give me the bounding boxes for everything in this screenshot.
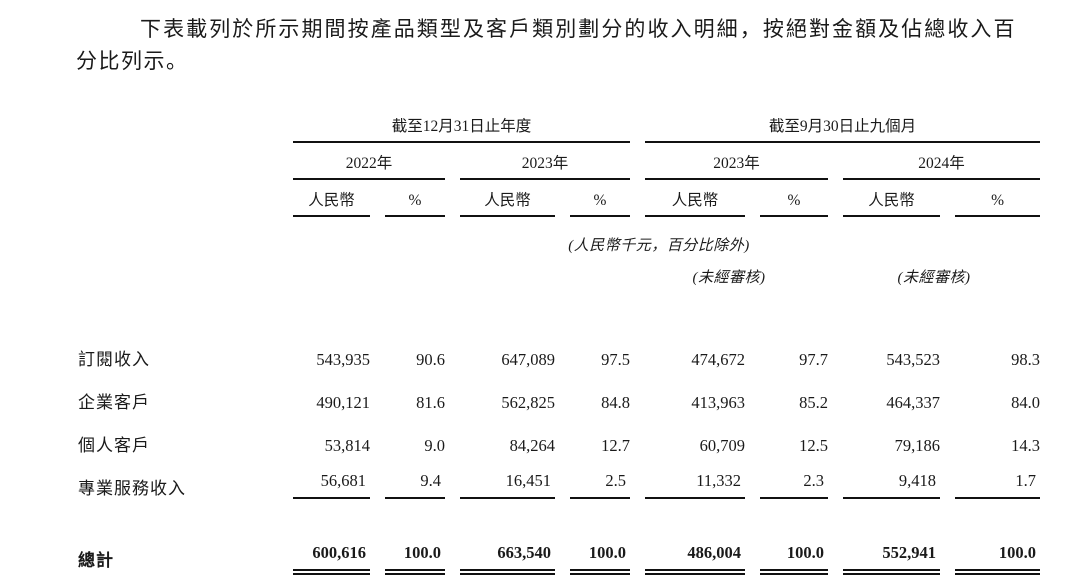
empty-cell xyxy=(78,217,278,255)
row-label: 企業客戶 xyxy=(78,393,150,412)
unaudited-note-row: (未經審核) (未經審核) xyxy=(78,255,1040,287)
row-label: 個人客戶 xyxy=(78,436,150,455)
table-cell: 16,451 xyxy=(445,456,555,499)
table-row-professional-services-revenue: 專業服務收入 56,681 9.4 16,451 2.5 11,332 2.3 … xyxy=(78,456,1041,499)
total-cell: 100.0 xyxy=(745,531,829,575)
period-group-9m-label: 截至9月30日止九個月 xyxy=(645,114,1041,143)
table-cell: 647,089 xyxy=(501,350,555,369)
total-cell: 552,941 xyxy=(828,531,941,575)
total-label: 總計 xyxy=(78,551,114,570)
table-row-enterprise-customers: 企業客戶 490,121 81.6 562,825 84.8 413,963 8… xyxy=(78,370,1040,413)
table-cell: 84,264 xyxy=(509,436,555,455)
col-header-rmb-4: 人民幣 xyxy=(828,180,941,217)
table-cell: 490,121 xyxy=(316,393,370,412)
total-cell: 663,540 xyxy=(445,531,555,575)
total-cell: 100.0 xyxy=(555,531,631,575)
table-cell: 474,672 xyxy=(691,350,746,369)
total-cell: 600,616 xyxy=(278,531,370,575)
table-cell: 84.0 xyxy=(1011,393,1041,412)
col-header-rmb-3: 人民幣 xyxy=(630,180,746,217)
table-cell: 11,332 xyxy=(630,456,746,499)
row-label: 訂閱收入 xyxy=(78,350,150,369)
col-header-rmb-2: 人民幣 xyxy=(445,180,555,217)
table-cell: 543,935 xyxy=(316,350,370,369)
col-header-pct-1: % xyxy=(370,180,445,217)
table-cell: 543,523 xyxy=(886,350,941,369)
year-9m-2023: 2023年 xyxy=(630,143,829,180)
table-cell: 9.0 xyxy=(424,436,445,455)
col-header-rmb-1: 人民幣 xyxy=(278,180,370,217)
unit-note: (人民幣千元，百分比除外) xyxy=(568,238,750,254)
table-cell: 12.7 xyxy=(601,436,631,455)
table-cell: 2.5 xyxy=(555,456,631,499)
intro-paragraph: 下表載列於所示期間按產品類型及客戶類別劃分的收入明細，按絕對金額及佔總收入百分比… xyxy=(76,17,1016,73)
table-row-total: 總計 600,616 100.0 663,540 100.0 486,004 1… xyxy=(78,531,1041,575)
empty-cell xyxy=(78,255,278,287)
empty-cell xyxy=(278,255,630,287)
table-cell: 9,418 xyxy=(828,456,941,499)
period-group-9m: 截至9月30日止九個月 xyxy=(630,103,1041,143)
table-cell: 562,825 xyxy=(501,393,555,412)
year-2022: 2022年 xyxy=(278,143,445,180)
empty-cell xyxy=(78,143,278,180)
period-group-fy-label: 截至12月31日止年度 xyxy=(293,114,631,143)
table-cell: 60,709 xyxy=(699,436,746,455)
year-2023: 2023年 xyxy=(445,143,631,180)
period-group-row: 截至12月31日止年度 截至9月30日止九個月 xyxy=(78,103,1041,143)
table-cell: 85.2 xyxy=(799,393,829,412)
total-cell: 486,004 xyxy=(630,531,746,575)
unaudited-note-9m-2023: (未經審核) xyxy=(692,270,766,286)
empty-cell xyxy=(78,180,278,217)
total-cell: 100.0 xyxy=(370,531,445,575)
table-cell: 9.4 xyxy=(370,456,445,499)
table-cell: 2.3 xyxy=(745,456,829,499)
period-group-fy: 截至12月31日止年度 xyxy=(278,103,631,143)
spacer-row xyxy=(78,499,1040,531)
total-cell: 100.0 xyxy=(940,531,1041,575)
row-label: 專業服務收入 xyxy=(78,479,186,498)
col-header-pct-2: % xyxy=(555,180,631,217)
table-cell: 90.6 xyxy=(416,350,445,369)
table-cell: 98.3 xyxy=(1011,350,1041,369)
table-cell: 81.6 xyxy=(416,393,445,412)
table-cell: 56,681 xyxy=(278,456,370,499)
table-cell: 53,814 xyxy=(324,436,370,455)
table-cell: 79,186 xyxy=(894,436,941,455)
col-header-pct-3: % xyxy=(745,180,829,217)
spacer-row xyxy=(78,287,1040,327)
table-row-individual-customers: 個人客戶 53,814 9.0 84,264 12.7 60,709 12.5 … xyxy=(78,413,1040,456)
year-header-row: 2022年 2023年 2023年 2024年 xyxy=(78,143,1041,180)
table-cell: 413,963 xyxy=(691,393,746,412)
table-cell: 1.7 xyxy=(940,456,1041,499)
table-cell: 97.7 xyxy=(799,350,829,369)
unit-note-row: (人民幣千元，百分比除外) xyxy=(78,217,1040,255)
year-9m-2024: 2024年 xyxy=(828,143,1041,180)
unaudited-note-9m-2024: (未經審核) xyxy=(897,270,971,286)
table-cell: 12.5 xyxy=(799,436,829,455)
table-cell: 464,337 xyxy=(886,393,941,412)
col-header-pct-4: % xyxy=(940,180,1041,217)
revenue-breakdown-table: 截至12月31日止年度 截至9月30日止九個月 2022年 2023年 2023… xyxy=(78,103,1041,575)
table-row-subscription-revenue: 訂閱收入 543,935 90.6 647,089 97.5 474,672 9… xyxy=(78,327,1040,370)
currency-percent-header-row: 人民幣 % 人民幣 % 人民幣 % 人民幣 % xyxy=(78,180,1041,217)
table-cell: 97.5 xyxy=(601,350,631,369)
empty-cell xyxy=(78,103,278,143)
table-cell: 84.8 xyxy=(601,393,631,412)
table-cell: 14.3 xyxy=(1011,436,1041,455)
